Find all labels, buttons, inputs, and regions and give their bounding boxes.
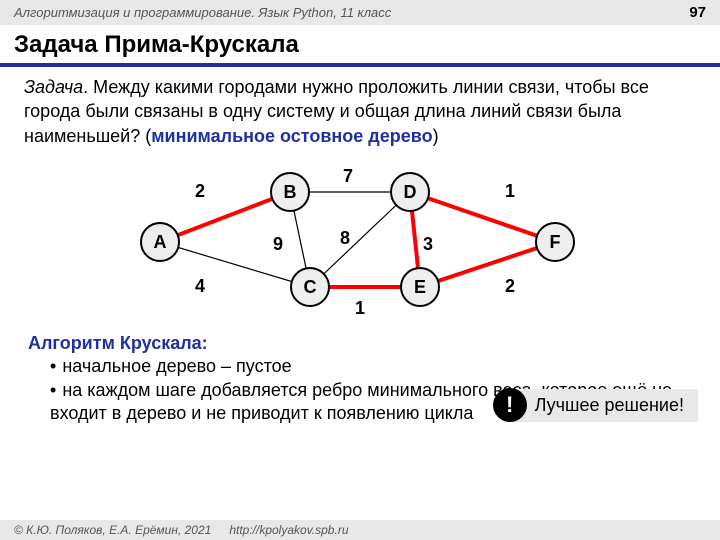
problem-lead: Задача <box>24 77 83 97</box>
edge-weight: 2 <box>195 181 205 201</box>
node-label: E <box>414 277 426 297</box>
footer-url: http://kpolyakov.spb.ru <box>229 523 348 537</box>
node-label: C <box>304 277 317 297</box>
edge-mst <box>420 242 555 287</box>
page-number: 97 <box>689 4 706 21</box>
node-label: F <box>550 232 561 252</box>
algorithm-title: Алгоритм Крускала: <box>28 332 696 355</box>
edge <box>160 242 310 287</box>
edge-weight: 1 <box>355 298 365 318</box>
edge-weight: 1 <box>505 181 515 201</box>
copyright: © К.Ю. Поляков, Е.А. Ерёмин, 2021 <box>14 523 211 537</box>
exclamation-icon: ! <box>493 388 527 422</box>
edge-weight: 4 <box>195 276 205 296</box>
edge-mst <box>160 192 290 242</box>
callout: ! Лучшее решение! <box>493 388 698 422</box>
graph-svg: 2 4 9 7 8 1 3 1 2 A B C D E F <box>0 152 720 332</box>
edge-weight: 3 <box>423 234 433 254</box>
problem-text: Задача. Между какими городами нужно прол… <box>0 67 720 152</box>
problem-tail: ) <box>433 126 439 146</box>
graph-diagram: 2 4 9 7 8 1 3 1 2 A B C D E F <box>0 152 720 332</box>
edge-weight: 9 <box>273 234 283 254</box>
node-label: B <box>284 182 297 202</box>
node-label: D <box>404 182 417 202</box>
edge-weight: 2 <box>505 276 515 296</box>
course-label: Алгоритмизация и программирование. Язык … <box>14 5 391 20</box>
list-item: начальное дерево – пустое <box>50 355 696 378</box>
edge <box>310 192 410 287</box>
edge-weight: 8 <box>340 228 350 248</box>
footer-bar: © К.Ю. Поляков, Е.А. Ерёмин, 2021 http:/… <box>0 520 720 540</box>
callout-text: Лучшее решение! <box>515 389 698 422</box>
header-bar: Алгоритмизация и программирование. Язык … <box>0 0 720 25</box>
edge-weight: 7 <box>343 166 353 186</box>
problem-highlight: минимальное остовное дерево <box>151 126 432 146</box>
node-label: A <box>154 232 167 252</box>
slide-title: Задача Прима-Крускала <box>0 25 720 67</box>
